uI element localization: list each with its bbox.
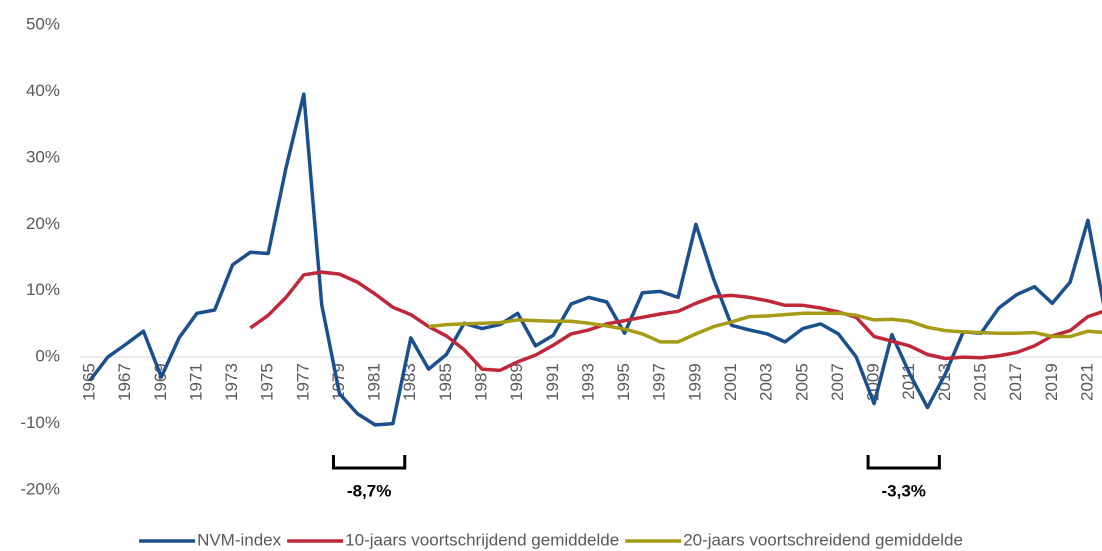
annotation-bracket: [866, 455, 941, 470]
x-tick-label: 2003: [757, 363, 776, 401]
x-tick-label: 1993: [578, 363, 597, 401]
y-tick-label: 40%: [26, 81, 60, 100]
x-tick-label: 2007: [828, 363, 847, 401]
annotation-label: -3,3%: [882, 481, 926, 500]
x-tick-label: 1989: [507, 363, 526, 401]
x-tick-label: 1965: [79, 363, 98, 401]
series-line: [88, 92, 1102, 427]
y-tick-label: 0%: [35, 347, 60, 366]
x-tick-label: 2021: [1077, 363, 1096, 401]
series-line: [428, 311, 1102, 344]
x-tick-label: 1999: [685, 363, 704, 401]
x-tick-label: 1981: [365, 363, 384, 401]
x-tick-label: 1967: [115, 363, 134, 401]
x-tick-label: 2011: [899, 363, 918, 400]
x-tick-label: 1997: [650, 363, 669, 401]
x-tick-label: 1975: [258, 363, 277, 401]
legend-label: 20-jaars voortschreidend gemiddelde: [683, 530, 963, 549]
y-tick-label: 30%: [26, 147, 60, 166]
annotation-bracket: [331, 455, 407, 470]
x-tick-label: 1995: [614, 363, 633, 401]
y-tick-label: 10%: [26, 280, 60, 299]
x-tick-label: 1991: [543, 363, 562, 401]
y-tick-label: 50%: [26, 14, 60, 33]
x-tick-label: 1971: [186, 363, 205, 401]
y-tick-label: -20%: [20, 479, 60, 498]
x-tick-label: 2019: [1042, 363, 1061, 401]
annotation-label: -8,7%: [347, 481, 391, 500]
plot-area: [88, 92, 1102, 427]
y-tick-label: -10%: [20, 413, 60, 432]
x-tick-label: 2017: [1006, 363, 1025, 401]
x-tick-label: 2015: [970, 363, 989, 401]
y-tick-label: 20%: [26, 214, 60, 233]
x-tick-label: 1973: [222, 363, 241, 401]
x-tick-label: 2001: [721, 363, 740, 401]
series-line: [249, 270, 1102, 373]
x-tick-label: 1985: [436, 363, 455, 401]
legend-label: 10-jaars voortschrijdend gemiddelde: [345, 530, 619, 549]
x-tick-label: 2005: [792, 363, 811, 401]
x-tick-label: 2013: [935, 363, 954, 401]
legend-label: NVM-index: [197, 530, 282, 549]
x-tick-label: 1987: [472, 363, 491, 401]
legend: NVM-index 10-jaars voortschrijdend gemidd…: [139, 530, 963, 549]
x-tick-label: 1977: [293, 363, 312, 401]
